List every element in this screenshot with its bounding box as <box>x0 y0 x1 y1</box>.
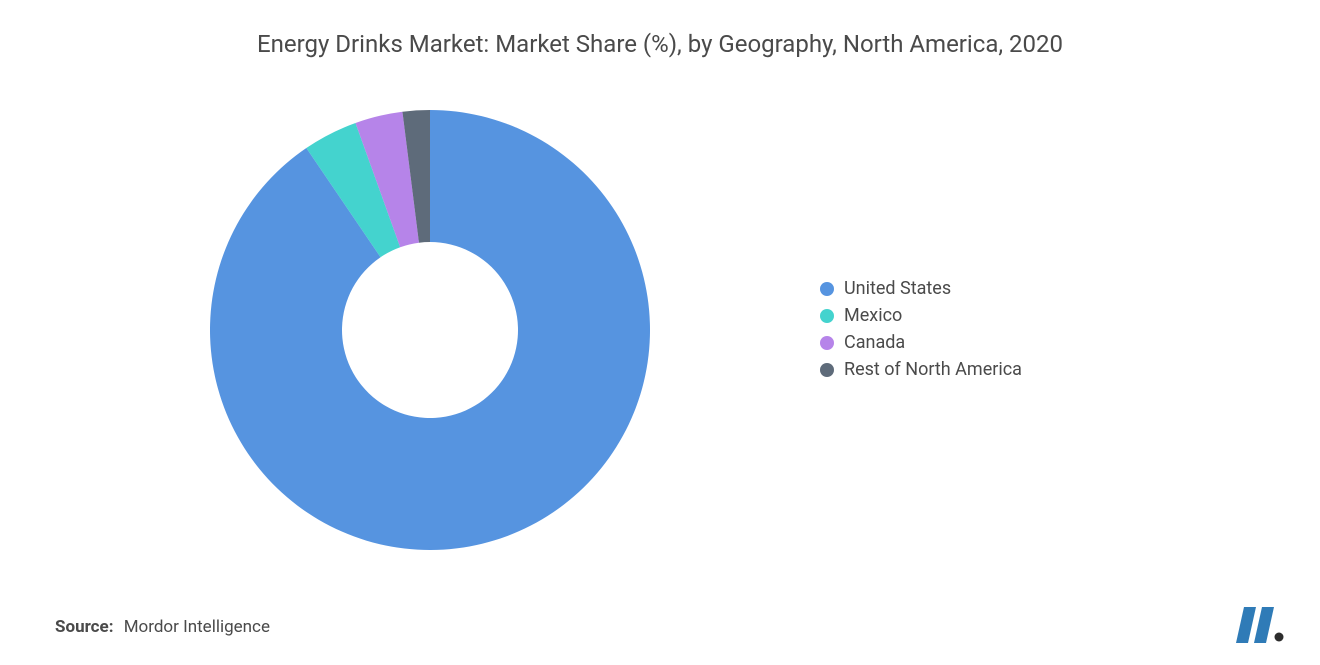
donut-chart <box>210 110 650 550</box>
legend-item-3: Rest of North America <box>820 359 1022 380</box>
chart-container: Energy Drinks Market: Market Share (%), … <box>0 0 1320 665</box>
legend-label-0: United States <box>844 278 951 299</box>
source-label: Source: <box>55 617 113 637</box>
chart-title: Energy Drinks Market: Market Share (%), … <box>0 30 1320 58</box>
legend-item-0: United States <box>820 278 1022 299</box>
legend-label-1: Mexico <box>844 305 902 326</box>
donut-svg <box>210 110 650 550</box>
legend-swatch-1 <box>820 309 834 323</box>
legend: United States Mexico Canada Rest of North A… <box>820 278 1022 386</box>
legend-label-3: Rest of North America <box>844 359 1022 380</box>
legend-item-1: Mexico <box>820 305 1022 326</box>
legend-item-2: Canada <box>820 332 1022 353</box>
legend-swatch-3 <box>820 363 834 377</box>
brand-logo <box>1234 607 1288 643</box>
source-text: Mordor Intelligence <box>124 617 270 637</box>
legend-swatch-0 <box>820 282 834 296</box>
legend-swatch-2 <box>820 336 834 350</box>
logo-bar-2 <box>1254 607 1274 643</box>
logo-dot <box>1275 633 1284 642</box>
source-line: Source: Mordor Intelligence <box>55 617 270 637</box>
logo-bar-1 <box>1236 607 1256 643</box>
legend-label-2: Canada <box>844 332 905 353</box>
